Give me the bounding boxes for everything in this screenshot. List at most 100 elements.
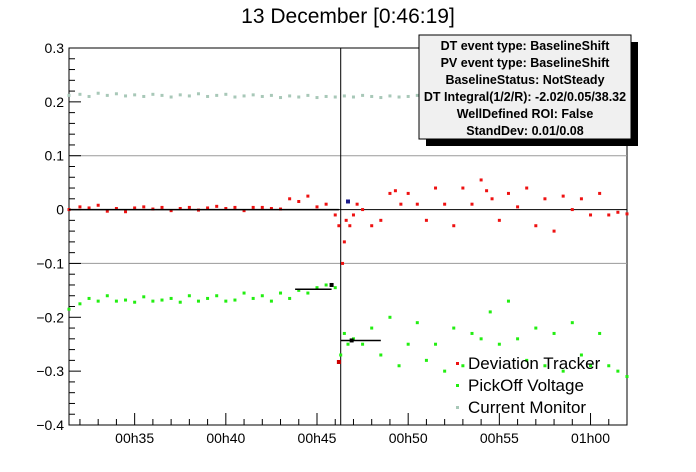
- data-point: [388, 315, 392, 319]
- data-point: [114, 206, 118, 210]
- plot-area: 00h35 00h40 00h45 00h50 00h55 01h00 0.3 0.2 0.1 0…: [36, 40, 629, 446]
- data-point: [196, 299, 200, 303]
- data-point: [579, 353, 583, 357]
- data-point: [616, 369, 620, 373]
- data-point: [87, 94, 91, 98]
- data-point: [288, 197, 292, 201]
- legend-label: Deviation Tracker: [468, 354, 601, 373]
- data-point: [443, 369, 447, 373]
- data-point: [269, 93, 273, 97]
- data-point: [87, 296, 91, 300]
- y-tick-label: 0.1: [45, 148, 65, 164]
- data-point: [67, 93, 71, 97]
- data-point: [324, 283, 328, 287]
- data-point: [124, 298, 128, 302]
- data-point: [348, 224, 352, 228]
- data-point: [169, 209, 173, 213]
- data-point: [415, 202, 419, 206]
- data-point: [589, 213, 593, 217]
- event-marker: [329, 282, 334, 287]
- data-point: [497, 342, 501, 346]
- data-point: [506, 191, 510, 195]
- data-point: [288, 296, 292, 300]
- data-point: [96, 299, 100, 303]
- x-tick-label: 00h50: [389, 430, 428, 446]
- data-point: [187, 205, 191, 209]
- data-point: [124, 94, 128, 98]
- data-point: [324, 94, 328, 98]
- data-point: [260, 94, 264, 98]
- data-point: [361, 342, 365, 346]
- data-point: [306, 291, 310, 295]
- data-point: [151, 299, 155, 303]
- data-point: [415, 93, 419, 97]
- data-point: [393, 189, 397, 193]
- data-point: [552, 331, 556, 335]
- data-point: [78, 92, 82, 96]
- data-point: [96, 91, 100, 95]
- event-marker: [346, 199, 350, 204]
- x-tick-label: 01h00: [571, 430, 610, 446]
- data-point: [406, 94, 410, 98]
- plot-frame: [68, 47, 628, 426]
- chart-title: 13 December [0:46:19]: [241, 5, 455, 28]
- data-point: [187, 294, 191, 298]
- stats-box-panel: [418, 34, 632, 140]
- data-point: [96, 203, 100, 207]
- data-point: [105, 93, 109, 97]
- data-point: [215, 294, 219, 298]
- data-point: [534, 326, 538, 330]
- y-tick-label: 0.2: [45, 94, 65, 110]
- data-point: [470, 202, 474, 206]
- data-point: [169, 95, 173, 99]
- data-point: [196, 92, 200, 96]
- data-point: [233, 298, 237, 302]
- y-tick-label: −0.3: [36, 363, 64, 379]
- data-point: [525, 358, 529, 362]
- data-point: [224, 92, 228, 96]
- data-point: [178, 206, 182, 210]
- data-point: [479, 337, 483, 341]
- data-point: [133, 206, 137, 210]
- data-point: [497, 218, 501, 222]
- x-tick-label: 00h40: [206, 430, 245, 446]
- data-point: [242, 291, 246, 295]
- data-point: [87, 206, 91, 210]
- stats-line: DT event type: BaselineShift: [441, 39, 611, 53]
- data-point: [133, 300, 137, 304]
- data-point: [178, 300, 182, 304]
- event-marker: [336, 359, 341, 364]
- stats-line: PV event type: BaselineShift: [441, 56, 611, 70]
- data-point: [269, 206, 273, 210]
- data-point: [160, 298, 164, 302]
- data-point: [187, 94, 191, 98]
- x-tick-label: 00h35: [115, 430, 154, 446]
- data-point: [424, 218, 428, 222]
- data-point: [206, 296, 210, 300]
- data-point: [342, 94, 346, 98]
- series-pickoff-voltage: [67, 283, 629, 379]
- data-point: [160, 205, 164, 209]
- data-point: [399, 202, 403, 206]
- data-point: [306, 194, 310, 198]
- data-point: [269, 299, 273, 303]
- y-tick-label: −0.2: [36, 309, 64, 325]
- data-point: [452, 326, 456, 330]
- data-point: [160, 93, 164, 97]
- data-point: [288, 94, 292, 98]
- data-point: [315, 205, 319, 209]
- data-point: [105, 209, 109, 213]
- event-marker: [349, 338, 354, 343]
- data-point: [206, 94, 210, 98]
- data-point: [333, 286, 337, 290]
- data-point: [406, 191, 410, 195]
- data-point: [516, 205, 520, 209]
- data-point: [224, 206, 228, 210]
- data-point: [361, 93, 365, 97]
- stats-line: BaselineStatus: NotSteady: [445, 73, 604, 87]
- data-point: [251, 205, 255, 209]
- stats-line: StandDev: 0.01/0.08: [466, 124, 583, 138]
- stats-line: DT Integral(1/2/R): -2.02/0.05/38.32: [424, 90, 626, 104]
- data-point: [424, 358, 428, 362]
